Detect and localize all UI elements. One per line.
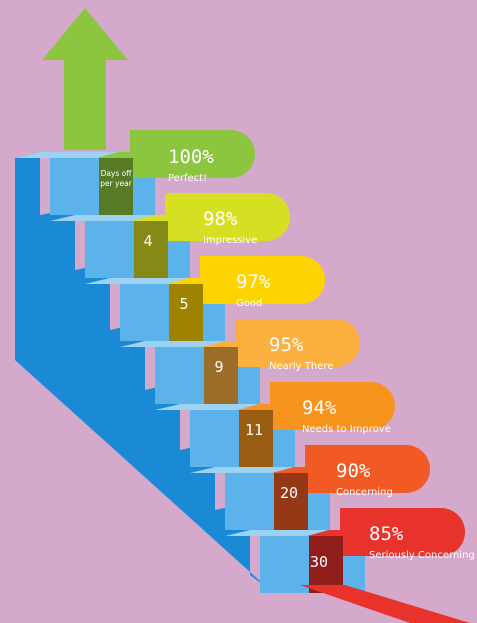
header-line-1: Days off (101, 169, 133, 178)
up-arrow-icon (42, 8, 128, 150)
carpet-riser-3 (204, 347, 238, 404)
label-0: Perfect! (168, 173, 207, 184)
label-5: Concerning (336, 487, 393, 498)
carpet-riser-1 (134, 221, 168, 278)
percent-4: 94% (302, 397, 337, 419)
carpet-tread-0 (97, 152, 155, 158)
level-tab-2 (200, 256, 325, 304)
carpet-tread-5 (272, 467, 330, 473)
tabs-layer (130, 130, 465, 556)
carpet-tread-1 (132, 215, 190, 221)
label-4: Needs to Improve (302, 424, 391, 435)
days-1: 4 (143, 232, 152, 250)
carpet-tread-4 (237, 404, 295, 410)
carpet-riser-6 (309, 536, 343, 593)
level-tab-5 (305, 445, 430, 493)
days-3: 9 (214, 358, 223, 376)
days-4: 11 (245, 421, 263, 439)
percent-1: 98% (203, 208, 238, 230)
label-2: Good (236, 298, 262, 309)
label-3: Nearly There (269, 361, 333, 372)
label-1: Impressive (203, 235, 257, 246)
carpet-tread-2 (167, 278, 225, 284)
level-tab-1 (165, 193, 290, 241)
percent-5: 90% (336, 460, 371, 482)
header-line-2: per year (100, 179, 132, 188)
label-6: Seriously Concerning (369, 550, 475, 561)
carpet-riser-4 (239, 410, 273, 467)
level-tab-0 (130, 130, 255, 178)
carpet-tread-3 (202, 341, 260, 347)
level-tab-4 (270, 382, 395, 430)
percent-3: 95% (269, 334, 304, 356)
carpet-riser-5 (274, 473, 308, 530)
carpet-tail (300, 585, 470, 623)
carpet-riser-2 (169, 284, 203, 341)
level-tab-3 (235, 319, 360, 367)
carpet-tread-6 (307, 530, 365, 536)
days-2: 5 (179, 295, 188, 313)
carpet-layer (97, 152, 470, 623)
percent-2: 97% (236, 271, 271, 293)
percent-0: 100% (168, 146, 214, 168)
days-6: 30 (310, 553, 328, 571)
percent-6: 85% (369, 523, 404, 545)
days-5: 20 (280, 484, 298, 502)
stairs-side-panel (15, 152, 270, 590)
carpet-riser-0 (99, 158, 133, 215)
level-tab-6 (340, 508, 465, 556)
